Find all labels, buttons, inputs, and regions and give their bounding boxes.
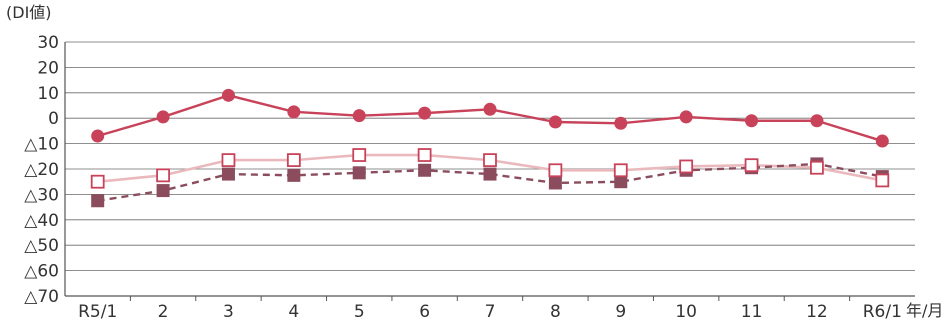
y-tick-label: 30: [37, 33, 59, 53]
y-tick-label: 0: [48, 109, 59, 129]
y-tick-label: △70: [24, 287, 59, 307]
data-point-series-2: [744, 158, 759, 173]
data-point-series-1: [483, 102, 497, 116]
x-axis-ticks: R5/1 2 3 4 5 6 7 8 9 10 11 12 R6/1: [78, 296, 902, 322]
x-tick-label: R6/1: [863, 302, 902, 322]
x-tick-label: 3: [223, 302, 234, 322]
x-tick-label: 12: [806, 302, 828, 322]
y-tick-label: △40: [24, 211, 59, 231]
data-point-series-1: [679, 110, 693, 124]
data-point-series-2: [286, 153, 301, 168]
y-tick-label: △50: [24, 236, 59, 256]
y-tick-label: △60: [24, 262, 59, 282]
y-tick-label: △10: [24, 135, 59, 155]
y-axis-unit-label: (DI値): [6, 3, 52, 22]
x-tick-label: 7: [485, 302, 496, 322]
x-tick-label: R5/1: [78, 302, 117, 322]
data-point-series-1: [745, 114, 759, 128]
data-point-series-1: [352, 109, 366, 123]
data-point-series-2: [875, 173, 890, 188]
data-point-series-1: [156, 110, 170, 124]
data-point-series-1: [548, 115, 562, 129]
data-point-series-2: [221, 153, 236, 168]
data-point-series-2: [417, 148, 432, 162]
x-tick-label: 8: [550, 302, 561, 322]
y-tick-label: △30: [24, 185, 59, 205]
data-point-series-2: [613, 163, 628, 178]
data-point-series-1: [875, 134, 889, 148]
data-point-series-1: [91, 129, 105, 143]
data-point-series-2: [90, 174, 105, 189]
data-point-series-2: [483, 153, 497, 168]
data-point-series-2: [156, 168, 170, 183]
data-point-series-3: [156, 184, 170, 198]
y-axis-ticks: 30 20 10 0 △10 △20 △30 △40 △50 △60 △70: [24, 33, 59, 307]
data-point-series-3: [221, 167, 235, 181]
x-tick-label: 10: [675, 302, 697, 322]
data-point-series-3: [91, 194, 105, 208]
data-point-series-1: [614, 116, 628, 130]
data-point-series-1: [418, 106, 432, 120]
data-point-series-3: [352, 166, 366, 180]
y-tick-label: △20: [24, 160, 59, 180]
data-point-series-3: [483, 167, 497, 181]
x-tick-label: 11: [741, 302, 763, 322]
data-point-series-1: [810, 114, 824, 128]
x-tick-label: 9: [615, 302, 626, 322]
y-tick-label: 20: [37, 58, 59, 78]
x-tick-label: 2: [158, 302, 169, 322]
data-point-series-3: [614, 175, 628, 189]
data-point-series-3: [548, 176, 562, 190]
data-point-series-1: [221, 88, 235, 102]
data-point-series-2: [810, 160, 824, 175]
x-tick-label: 5: [354, 302, 365, 322]
data-point-series-3: [287, 168, 301, 182]
x-tick-label: 6: [419, 302, 430, 322]
x-tick-label: 4: [288, 302, 299, 322]
y-tick-label: 10: [37, 84, 59, 104]
x-axis-unit-label: 年/月: [906, 301, 943, 320]
data-point-series-2: [352, 148, 367, 162]
data-point-series-3: [418, 163, 432, 177]
data-point-series-2: [679, 159, 694, 174]
data-point-series-2: [548, 163, 563, 178]
series-markers: [90, 88, 890, 208]
data-point-series-1: [287, 105, 301, 119]
